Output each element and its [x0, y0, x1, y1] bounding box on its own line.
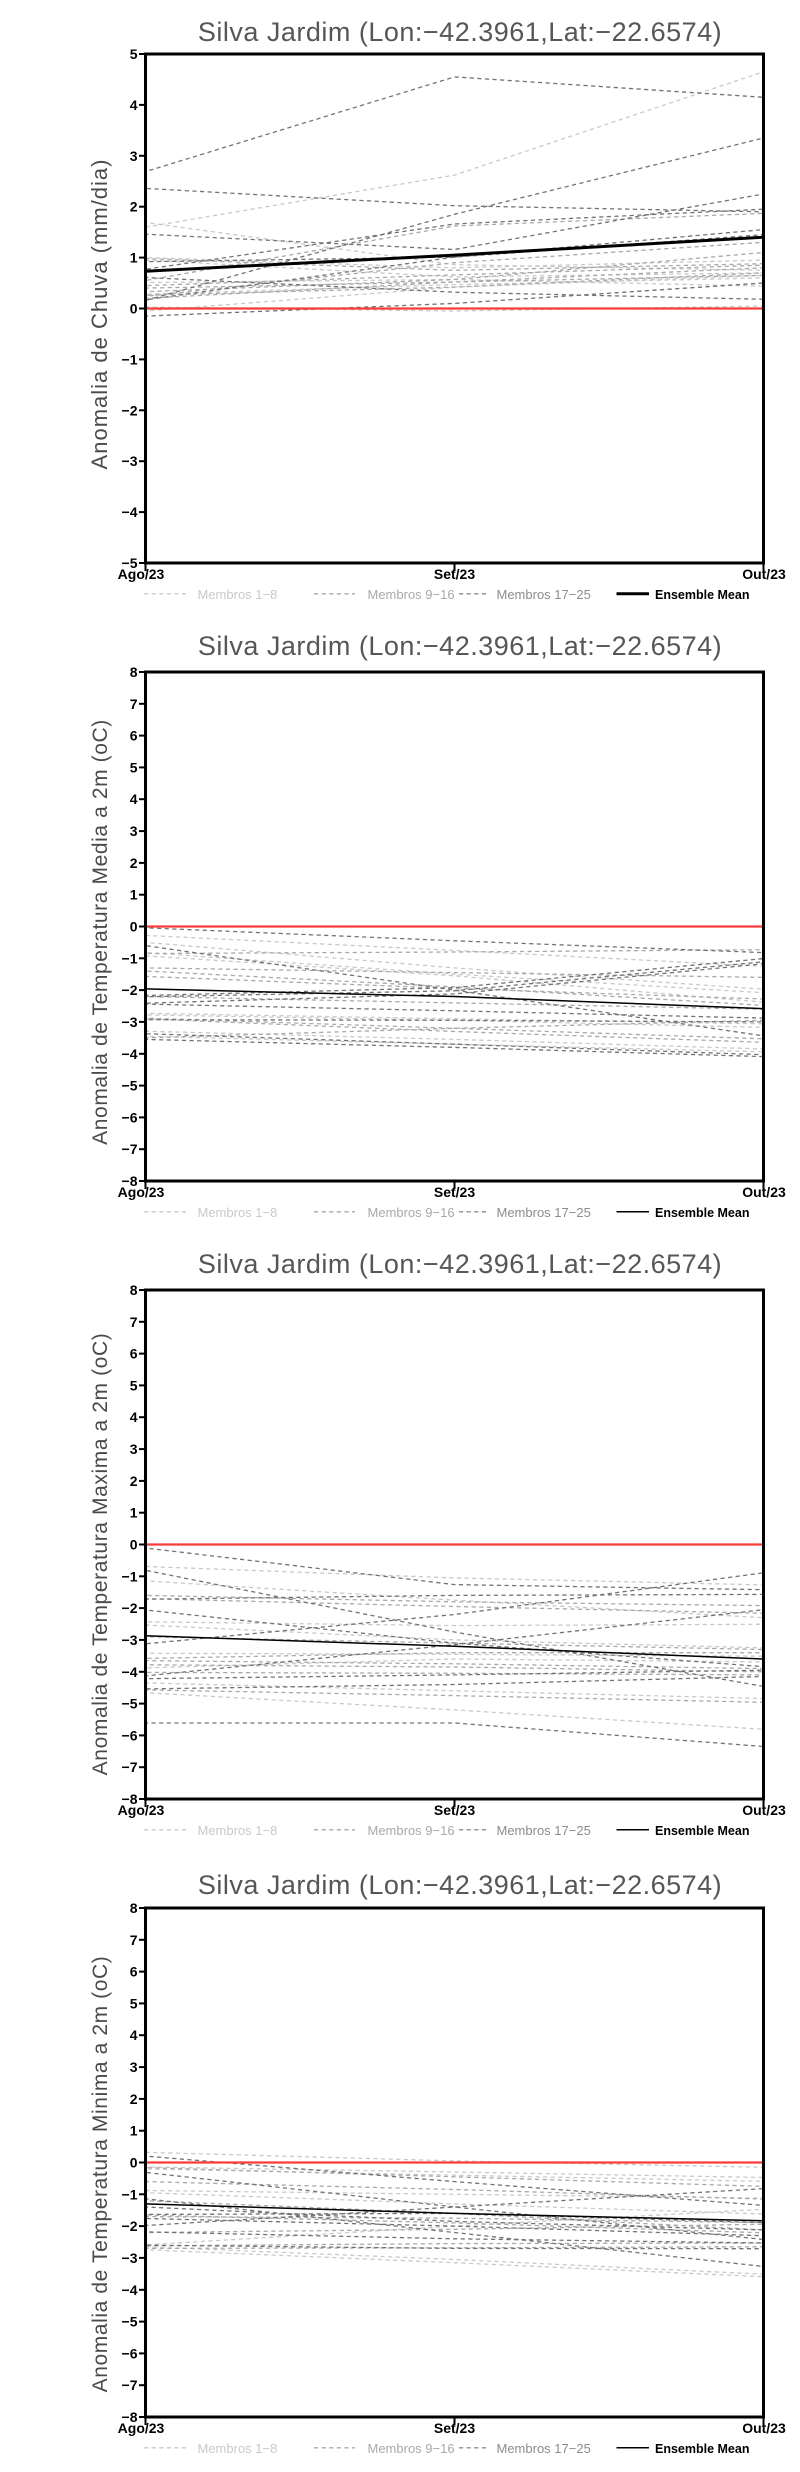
svg-text:5: 5 [130, 1995, 138, 2011]
svg-text:−2: −2 [122, 2218, 138, 2234]
svg-text:0: 0 [130, 1537, 138, 1553]
svg-text:−5: −5 [122, 1696, 138, 1712]
svg-text:Anomalia de Temperatura Minima: Anomalia de Temperatura Minima a 2m (oC) [89, 1956, 112, 2393]
svg-text:−5: −5 [122, 1078, 138, 1094]
svg-text:Membros 1−8: Membros 1−8 [198, 587, 278, 602]
svg-text:2: 2 [130, 2091, 138, 2107]
svg-text:Out/23: Out/23 [742, 1184, 786, 1200]
svg-text:Anomalia de Chuva (mm/dia): Anomalia de Chuva (mm/dia) [87, 159, 112, 470]
svg-text:Membros 17−25: Membros 17−25 [497, 587, 591, 602]
svg-text:Membros 9−16: Membros 9−16 [368, 2441, 455, 2456]
svg-text:3: 3 [130, 823, 138, 839]
svg-text:3: 3 [130, 2059, 138, 2075]
svg-text:0: 0 [130, 919, 138, 935]
svg-text:4: 4 [130, 97, 138, 113]
svg-text:3: 3 [130, 148, 138, 164]
svg-text:−1: −1 [122, 1568, 138, 1584]
svg-text:Ensemble Mean: Ensemble Mean [655, 2442, 749, 2456]
svg-text:Membros 9−16: Membros 9−16 [368, 1205, 455, 1220]
svg-text:−5: −5 [122, 2314, 138, 2330]
svg-text:3: 3 [130, 1441, 138, 1457]
svg-text:6: 6 [130, 1964, 138, 1980]
svg-text:8: 8 [130, 1900, 138, 1916]
svg-text:Out/23: Out/23 [742, 566, 786, 582]
svg-text:−6: −6 [122, 1727, 138, 1743]
svg-text:4: 4 [130, 791, 138, 807]
svg-text:−1: −1 [122, 351, 138, 367]
svg-text:Ago/23: Ago/23 [118, 566, 165, 582]
svg-text:−7: −7 [122, 1141, 138, 1157]
svg-text:−3: −3 [122, 453, 138, 469]
svg-text:−4: −4 [122, 1664, 138, 1680]
svg-text:−4: −4 [122, 504, 138, 520]
svg-text:−8: −8 [122, 2409, 138, 2425]
svg-text:Set/23: Set/23 [434, 1802, 475, 1818]
svg-text:−6: −6 [122, 1109, 138, 1125]
svg-text:5: 5 [130, 46, 138, 62]
svg-text:−4: −4 [122, 2282, 138, 2298]
svg-text:−2: −2 [122, 402, 138, 418]
svg-text:Ensemble Mean: Ensemble Mean [655, 1824, 749, 1838]
svg-text:−3: −3 [122, 1014, 138, 1030]
svg-text:2: 2 [130, 199, 138, 215]
svg-text:1: 1 [130, 250, 138, 266]
svg-text:Silva Jardim (Lon:−42.3961,Lat: Silva Jardim (Lon:−42.3961,Lat:−22.6574) [198, 631, 722, 661]
svg-text:Anomalia de Temperatura Maxima: Anomalia de Temperatura Maxima a 2m (oC) [89, 1333, 112, 1776]
svg-text:−2: −2 [122, 1600, 138, 1616]
svg-text:−7: −7 [122, 2377, 138, 2393]
svg-text:2: 2 [130, 855, 138, 871]
svg-text:−1: −1 [122, 2186, 138, 2202]
svg-text:6: 6 [130, 728, 138, 744]
svg-text:Ensemble Mean: Ensemble Mean [655, 1206, 749, 1220]
svg-text:Anomalia de Temperatura Media: Anomalia de Temperatura Media a 2m (oC) [89, 719, 112, 1145]
svg-text:−7: −7 [122, 1759, 138, 1775]
svg-text:1: 1 [130, 2123, 138, 2139]
svg-text:Membros 17−25: Membros 17−25 [497, 2441, 591, 2456]
svg-text:7: 7 [130, 1932, 138, 1948]
svg-text:8: 8 [130, 664, 138, 680]
svg-text:Ago/23: Ago/23 [118, 1184, 165, 1200]
svg-text:4: 4 [130, 2027, 138, 2043]
svg-text:−8: −8 [122, 1791, 138, 1807]
svg-text:−5: −5 [122, 555, 138, 571]
svg-text:−1: −1 [122, 950, 138, 966]
svg-text:Membros 9−16: Membros 9−16 [368, 587, 455, 602]
svg-text:−8: −8 [122, 1173, 138, 1189]
svg-text:2: 2 [130, 1473, 138, 1489]
svg-text:−6: −6 [122, 2345, 138, 2361]
svg-text:Membros 17−25: Membros 17−25 [497, 1823, 591, 1838]
svg-text:Membros 1−8: Membros 1−8 [198, 1205, 278, 1220]
svg-text:Out/23: Out/23 [742, 1802, 786, 1818]
svg-text:−4: −4 [122, 1046, 138, 1062]
svg-text:Set/23: Set/23 [434, 566, 475, 582]
svg-text:Ensemble Mean: Ensemble Mean [655, 588, 749, 602]
svg-text:−2: −2 [122, 982, 138, 998]
svg-text:Ago/23: Ago/23 [118, 1802, 165, 1818]
svg-text:5: 5 [130, 1377, 138, 1393]
svg-text:Membros 9−16: Membros 9−16 [368, 1823, 455, 1838]
svg-text:−3: −3 [122, 2250, 138, 2266]
svg-text:0: 0 [130, 2155, 138, 2171]
svg-text:Membros 17−25: Membros 17−25 [497, 1205, 591, 1220]
svg-text:0: 0 [130, 301, 138, 317]
svg-text:Membros 1−8: Membros 1−8 [198, 2441, 278, 2456]
svg-text:7: 7 [130, 696, 138, 712]
svg-text:−3: −3 [122, 1632, 138, 1648]
svg-text:Ago/23: Ago/23 [118, 2420, 165, 2436]
svg-text:8: 8 [130, 1282, 138, 1298]
svg-text:Set/23: Set/23 [434, 2420, 475, 2436]
svg-text:Membros 1−8: Membros 1−8 [198, 1823, 278, 1838]
svg-text:Set/23: Set/23 [434, 1184, 475, 1200]
svg-text:4: 4 [130, 1409, 138, 1425]
svg-text:1: 1 [130, 887, 138, 903]
svg-text:1: 1 [130, 1505, 138, 1521]
svg-text:Silva Jardim (Lon:−42.3961,Lat: Silva Jardim (Lon:−42.3961,Lat:−22.6574) [198, 1249, 722, 1279]
svg-text:Silva Jardim (Lon:−42.3961,Lat: Silva Jardim (Lon:−42.3961,Lat:−22.6574) [198, 17, 722, 47]
svg-text:6: 6 [130, 1346, 138, 1362]
svg-text:5: 5 [130, 759, 138, 775]
svg-text:7: 7 [130, 1314, 138, 1330]
svg-text:Silva Jardim (Lon:−42.3961,Lat: Silva Jardim (Lon:−42.3961,Lat:−22.6574) [198, 1870, 722, 1900]
svg-text:Out/23: Out/23 [742, 2420, 786, 2436]
